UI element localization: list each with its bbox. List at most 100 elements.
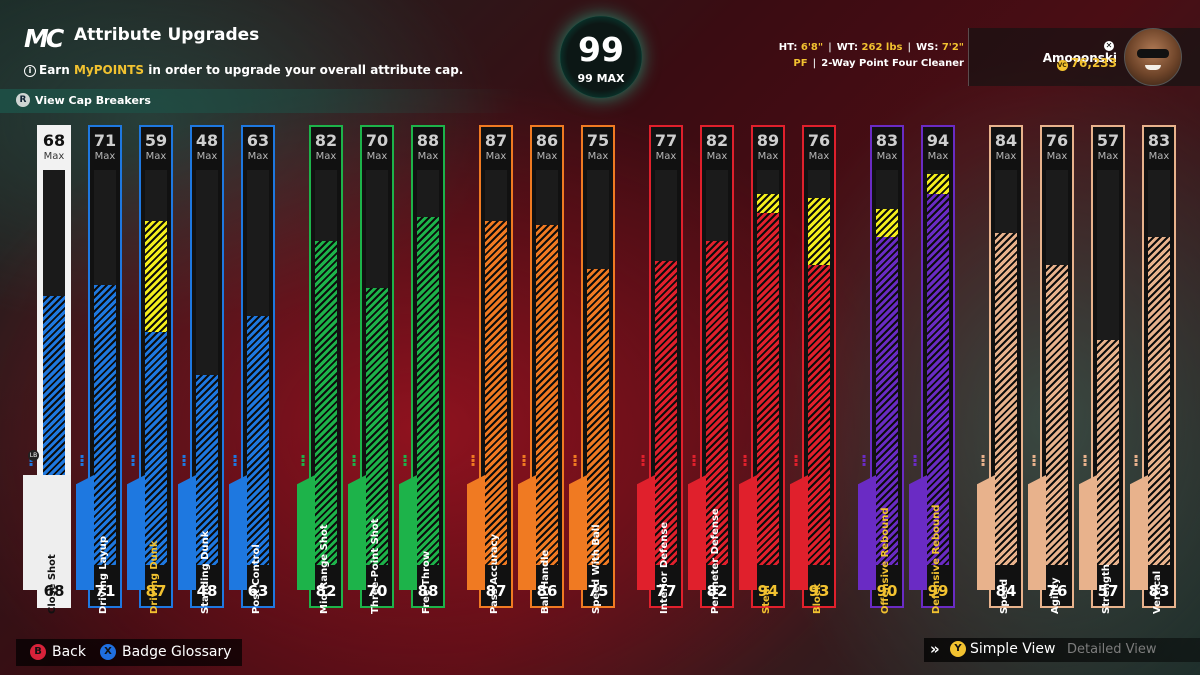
attribute-driving-layup[interactable]: 71 Max ▪ ▪ ▪ Driving Layup 71 [76,125,122,614]
badge-glossary-button[interactable]: Badge Glossary [122,644,232,660]
attribute-label-tab [127,475,145,590]
attribute-strength[interactable]: 57 Max ▪ ▪ ▪ Strength 57 [1079,125,1125,614]
build-name: 2-Way Point Four Cleaner [821,58,964,69]
attribute-dots-icon: ▪▪▪ [80,453,85,468]
attribute-value: 48 [196,582,218,600]
attribute-offensive-rebound[interactable]: 83 Max ▪ ▪ ▪ Offensive Rebound 90 [858,125,904,614]
page-subtitle: i Earn MyPOINTS in order to upgrade your … [24,63,463,77]
attribute-value: 86 [536,582,558,600]
attribute-fill [417,217,439,565]
attribute-cap-label: Max [196,151,218,162]
attribute-fill [876,237,898,565]
attribute-steal[interactable]: 89 Max ▪ ▪ ▪ Steal 94 [739,125,785,614]
attribute-track [655,170,677,565]
attribute-cap-label: Max [706,151,728,162]
attribute-post-control[interactable]: 63 Max ▪ ▪ ▪ Post Control 63 [229,125,275,614]
overall-value: 99 [578,30,624,69]
attribute-fill [315,241,337,565]
attribute-value: 88 [417,582,439,600]
attribute-cap-label: Max [1097,151,1119,162]
attribute-block[interactable]: 76 Max ▪ ▪ ▪ Block 93 [790,125,836,614]
attribute-track [485,170,507,565]
weight-value: 262 lbs [861,42,903,53]
view-cap-breakers-button[interactable]: R View Cap Breakers [0,89,520,113]
attribute-ball-handle[interactable]: 86 Max ▪ ▪ ▪ Ball Handle 86 [518,125,564,614]
attribute-agility[interactable]: 76 Max ▪ ▪ ▪ Agility 76 [1028,125,1074,614]
attribute-label-tab [1028,475,1046,590]
attribute-value: 57 [1097,582,1119,600]
y-button-icon[interactable]: Y [950,641,966,657]
detailed-view-button[interactable]: Detailed View [1067,642,1157,657]
info-icon: i [24,65,36,77]
attribute-fill [757,213,779,565]
attribute-fill [808,265,830,565]
attribute-track [196,170,218,565]
subtitle-prefix: Earn [39,63,70,77]
attribute-fill [94,285,116,565]
attribute-track [1046,170,1068,565]
attribute-cap: 82 [705,131,729,150]
attribute-fill [1046,265,1068,565]
attribute-interior-defense[interactable]: 77 Max ▪ ▪ ▪ Interior Defense 77 [637,125,683,614]
attribute-boost [876,209,898,237]
attribute-fill [927,194,949,565]
attribute-cap-label: Max [43,151,65,162]
attribute-standing-dunk[interactable]: 48 Max ▪ ▪ ▪ Standing Dunk 48 [178,125,224,614]
attribute-cap: 71 [93,131,117,150]
attribute-free-throw[interactable]: 88 Max ▪ ▪ ▪ Free Throw 88 [399,125,445,614]
attribute-dots-icon: ▪▪▪ [913,453,918,468]
attribute-cap: 83 [875,131,899,150]
r-button-icon: R [16,93,30,107]
attribute-perimeter-defense[interactable]: 82 Max ▪ ▪ ▪ Perimeter Defense 82 [688,125,734,614]
attribute-boost [808,198,830,265]
attribute-track [1148,170,1170,565]
mycareer-logo: MC [24,24,64,53]
attribute-fill [536,225,558,565]
avatar [1124,28,1182,86]
x-button-icon[interactable]: X [100,644,116,660]
attribute-label-tab [76,475,94,590]
attribute-pass-accuracy[interactable]: 87 Max ▪ ▪ ▪ Pass Accuracy 87 [467,125,513,614]
attribute-fill [706,241,728,565]
attribute-cap: 76 [807,131,831,150]
attribute-cap-label: Max [145,151,167,162]
attribute-three-point-shot[interactable]: 70 Max ▪ ▪ ▪ Three-Point Shot 70 [348,125,394,614]
height-label: HT: [778,42,798,53]
attribute-boost [145,221,167,332]
attribute-defensive-rebound[interactable]: 94 Max ▪ ▪ ▪ Defensive Rebound 99 [909,125,955,614]
attribute-track [1097,170,1119,565]
attribute-label-tab [399,475,417,590]
player-profile: ✕Amooonski VC 76,233 [968,28,1200,86]
attribute-label-tab [977,475,995,590]
attribute-speed-with-ball[interactable]: 75 Max ▪ ▪ ▪ Speed With Ball 75 [569,125,615,614]
attribute-label-tab [23,475,71,590]
attribute-dots-icon: ▪▪▪ [471,453,476,468]
attribute-vertical[interactable]: 83 Max ▪ ▪ ▪ Vertical 83 [1130,125,1176,614]
attribute-dots-icon: ▪▪▪ [743,453,748,468]
attribute-driving-dunk[interactable]: 59 Max ▪ ▪ ▪ Driving Dunk 87 [127,125,173,614]
b-button-icon[interactable]: B [30,644,46,660]
attribute-cap-label: Max [587,151,609,162]
attribute-track [417,170,439,565]
attribute-mid-range-shot[interactable]: 82 Max ▪ ▪ ▪ Mid-Range Shot 82 [297,125,343,614]
attribute-dots-icon: ▪▪▪ [862,453,867,468]
simple-view-button[interactable]: Simple View [970,641,1056,657]
attribute-cap-label: Max [485,151,507,162]
attribute-dots-icon: ▪▪▪ [692,453,697,468]
attribute-dots-icon: ▪▪▪ [573,453,578,468]
attribute-cap: 48 [195,131,219,150]
attribute-label-tab [569,475,587,590]
attribute-cap: 84 [994,131,1018,150]
attribute-cap: 57 [1096,131,1120,150]
header: MC Attribute Upgrades i Earn MyPOINTS in … [0,0,1200,120]
attribute-speed[interactable]: 84 Max ▪ ▪ ▪ Speed 84 [977,125,1023,614]
attribute-track [145,170,167,565]
attribute-track [757,170,779,565]
attribute-label-tab [348,475,366,590]
attribute-value: 82 [315,582,337,600]
attribute-track [315,170,337,565]
back-button[interactable]: Back [52,644,86,660]
attribute-fill [1148,237,1170,565]
attribute-cap-label: Max [247,151,269,162]
